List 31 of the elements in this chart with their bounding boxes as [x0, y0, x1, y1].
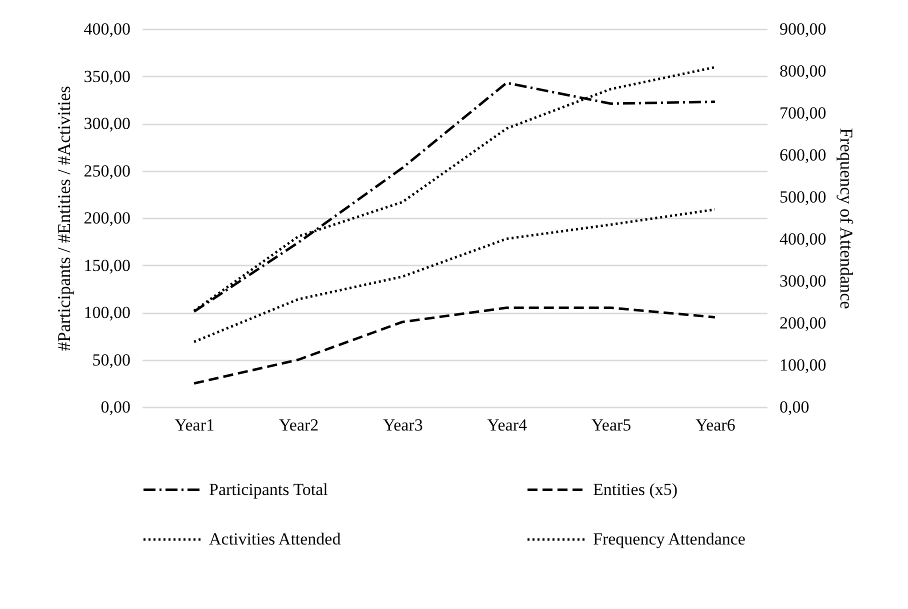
x-tick-label: Year4	[487, 416, 528, 434]
legend-label: Activities Attended	[209, 530, 342, 548]
x-tick-label: Year3	[383, 416, 423, 434]
y-tick-label: 50,00	[92, 350, 130, 370]
y-tick-label: 300,00	[84, 114, 130, 133]
y2-tick-label: 700,00	[780, 104, 826, 122]
x-tick-label: Year5	[591, 416, 632, 434]
y2-tick-label: 600,00	[780, 146, 826, 164]
x-tick-label: Year1	[174, 416, 214, 434]
legend-label: Frequency Attendance	[593, 530, 746, 548]
y-tick-label: 100,00	[84, 303, 130, 322]
y-tick-label: 400,00	[84, 20, 130, 38]
y-tick-label: 350,00	[84, 66, 130, 86]
y-tick-label: 200,00	[84, 208, 130, 228]
y2-tick-label: 500,00	[780, 188, 826, 206]
legend-label: Participants Total	[209, 480, 328, 499]
y2-tick-label: 900,00	[780, 20, 826, 38]
y2-axis-title: Frequency of Attendance	[836, 128, 856, 309]
y-tick-label: 150,00	[84, 256, 130, 275]
y2-tick-label: 400,00	[780, 230, 826, 248]
y-tick-label: 0,00	[100, 398, 130, 416]
legend-label: Entities (x5)	[593, 480, 678, 499]
x-tick-label: Year2	[278, 416, 319, 434]
y2-tick-label: 800,00	[780, 62, 826, 80]
y2-tick-label: 100,00	[780, 356, 826, 374]
y-tick-label: 250,00	[84, 161, 130, 180]
x-tick-label: Year6	[696, 416, 736, 434]
y2-tick-label: 0,00	[780, 398, 810, 416]
y2-tick-label: 200,00	[780, 314, 826, 332]
y2-tick-label: 300,00	[780, 272, 826, 290]
y-axis-title: #Participants / #Entities / #Activities	[54, 86, 74, 351]
